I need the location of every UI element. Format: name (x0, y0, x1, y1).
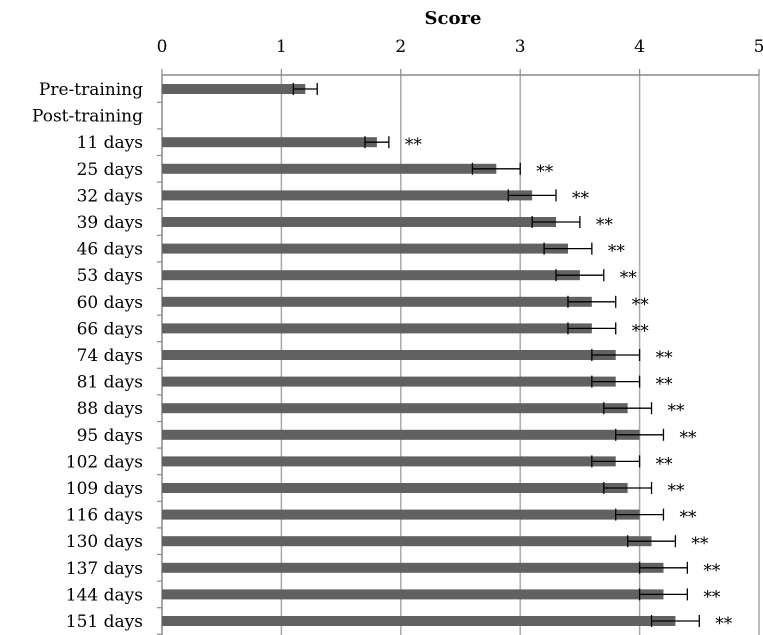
significance-label: ** (572, 188, 590, 208)
x-tick-label: 1 (276, 37, 287, 57)
bar (162, 429, 640, 440)
category-label: 11 days (77, 133, 143, 153)
category-label: 95 days (77, 426, 143, 446)
x-tick-labels: 0 1 2 3 4 5 (157, 37, 763, 57)
bar (162, 536, 652, 547)
bar (162, 217, 557, 227)
category-label: 74 days (77, 346, 143, 366)
category-label: 53 days (77, 266, 143, 286)
significance-label: ** (679, 428, 697, 448)
x-tick-label: 5 (754, 37, 763, 57)
bar (162, 243, 568, 254)
category-label: 32 days (77, 186, 143, 206)
category-label: 116 days (66, 506, 143, 526)
bar (162, 589, 664, 600)
category-label: 66 days (77, 319, 143, 339)
category-label: 109 days (66, 479, 143, 499)
significance-label: ** (703, 561, 721, 581)
x-axis-title: Score (425, 8, 482, 29)
significance-label: ** (668, 481, 686, 501)
bar (162, 163, 497, 174)
category-label: Pre-training (39, 80, 143, 100)
bar (162, 509, 640, 520)
significance-label: ** (632, 321, 650, 341)
significance-label: ** (668, 401, 686, 421)
category-label: 151 days (66, 612, 143, 632)
significance-label: ** (715, 614, 733, 634)
significance-label: ** (691, 534, 709, 554)
bar (162, 483, 628, 493)
category-label: 102 days (66, 452, 143, 472)
x-tick-label: 4 (634, 37, 645, 57)
significance-label: ** (596, 215, 614, 235)
category-label: 39 days (77, 213, 143, 233)
significance-label: ** (620, 268, 638, 288)
significance-label: ** (703, 587, 721, 607)
category-label: 25 days (77, 160, 143, 180)
significance-label: ** (632, 295, 650, 315)
bar (162, 190, 533, 201)
category-label: Post-training (32, 107, 143, 127)
bar (162, 323, 592, 334)
significance-label: ** (656, 348, 674, 368)
significance-label: ** (679, 508, 697, 528)
significance-label: ** (608, 242, 626, 262)
x-tick-label: 3 (515, 37, 526, 57)
bars: ************************************** (162, 83, 733, 634)
category-label: 60 days (77, 293, 143, 313)
significance-label: ** (656, 454, 674, 474)
bar (162, 562, 664, 573)
x-tick-label: 2 (395, 37, 406, 57)
bar (162, 137, 377, 148)
category-label: 46 days (77, 240, 143, 260)
bar (162, 403, 628, 414)
category-labels: Pre-training Post-training 11 days 25 days 3… (32, 80, 143, 632)
category-label: 81 days (77, 373, 143, 393)
x-tick-label: 0 (157, 37, 168, 57)
significance-label: ** (405, 135, 423, 155)
bar (162, 456, 616, 467)
bar (162, 84, 306, 94)
category-label: 88 days (77, 399, 143, 419)
bar (162, 350, 616, 360)
bar (162, 616, 676, 626)
bar (162, 296, 592, 307)
category-label: 130 days (66, 532, 143, 552)
significance-label: ** (656, 375, 674, 395)
category-label: 137 days (66, 559, 143, 579)
category-label: 144 days (66, 585, 143, 605)
bar (162, 270, 580, 281)
bar (162, 376, 616, 387)
significance-label: ** (536, 162, 554, 182)
